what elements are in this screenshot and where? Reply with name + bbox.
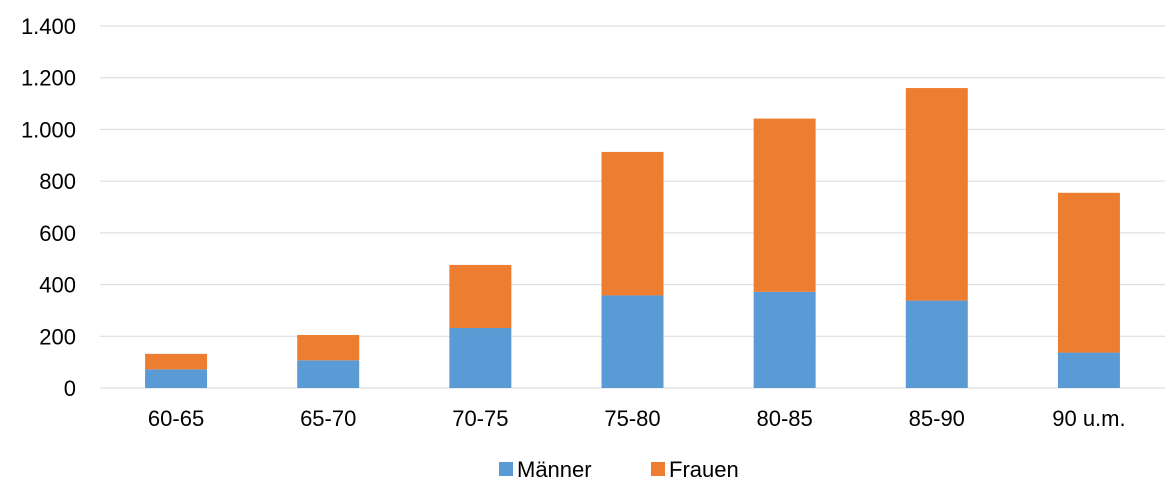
bar-frauen — [449, 264, 512, 329]
y-tick-label: 600 — [39, 221, 76, 246]
y-tick-label: 1.400 — [21, 14, 76, 39]
bar-frauen — [601, 151, 664, 296]
bars-layer — [145, 88, 1120, 388]
bar-maenner — [449, 328, 512, 388]
legend-swatch — [651, 462, 665, 476]
bar-maenner — [145, 369, 208, 388]
bar-maenner — [1057, 352, 1120, 388]
legend-label: Frauen — [669, 457, 739, 482]
bar-frauen — [753, 118, 816, 292]
y-tick-label: 1.200 — [21, 66, 76, 91]
y-tick-label: 400 — [39, 273, 76, 298]
bar-maenner — [297, 360, 360, 388]
y-tick-label: 0 — [64, 376, 76, 401]
x-tick-label: 65-70 — [300, 406, 356, 431]
legend: Männer Frauen — [499, 457, 739, 482]
x-tick-label: 80-85 — [757, 406, 813, 431]
bar-maenner — [753, 291, 816, 388]
y-tick-label: 200 — [39, 324, 76, 349]
bar-frauen — [297, 334, 360, 361]
legend-swatch — [499, 462, 513, 476]
x-tick-label: 90 u.m. — [1052, 406, 1125, 431]
bar-frauen — [905, 88, 968, 301]
bar-frauen — [1057, 192, 1120, 353]
bar-maenner — [601, 295, 664, 388]
x-axis-ticks: 60-65 65-70 70-75 75-80 80-85 85-90 90 u.m. — [148, 406, 1126, 431]
x-tick-label: 60-65 — [148, 406, 204, 431]
y-axis-ticks: 0 200 400 600 800 1.000 1.200 1.400 — [21, 14, 76, 401]
legend-label: Männer — [517, 457, 592, 482]
y-tick-label: 1.000 — [21, 117, 76, 142]
x-tick-label: 75-80 — [604, 406, 660, 431]
bar-maenner — [905, 300, 968, 388]
y-tick-label: 800 — [39, 169, 76, 194]
bar-frauen — [145, 353, 208, 370]
x-tick-label: 85-90 — [909, 406, 965, 431]
x-tick-label: 70-75 — [452, 406, 508, 431]
